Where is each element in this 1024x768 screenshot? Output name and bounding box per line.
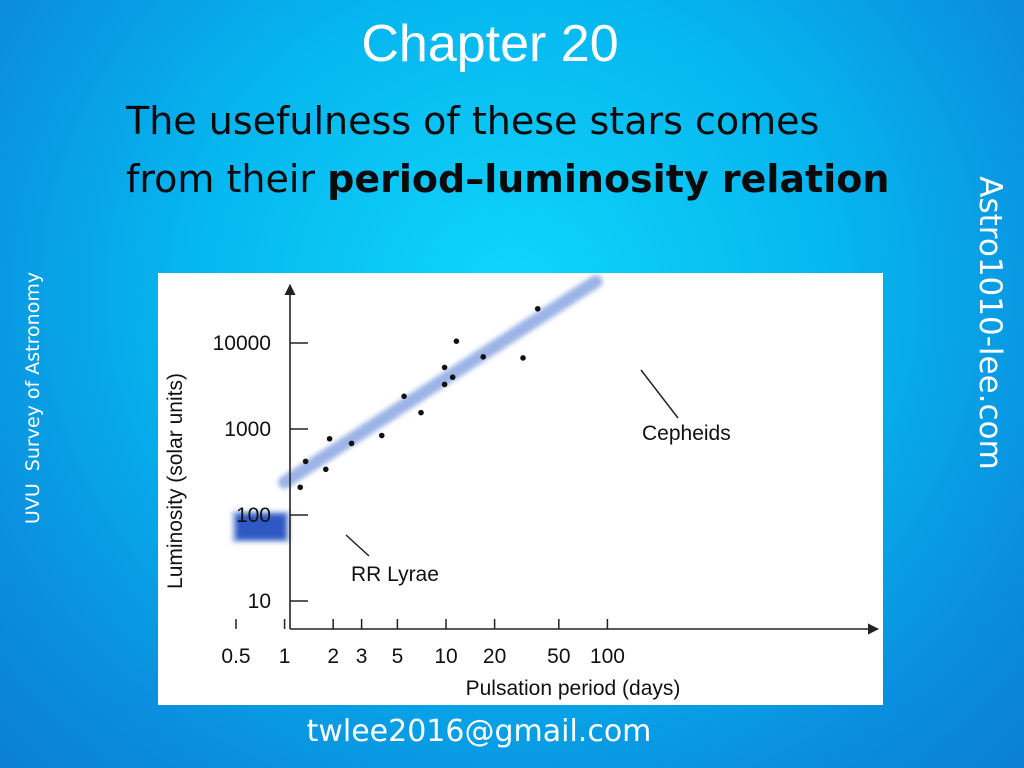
x-tick-label: 3 <box>356 645 368 668</box>
cepheid-data-point <box>449 374 456 381</box>
x-tick-label: 50 <box>547 645 570 668</box>
cepheid-data-point <box>348 440 355 447</box>
cepheids-annotation: Cepheids <box>642 422 731 445</box>
y-tick-label: 10000 <box>213 332 271 355</box>
cepheid-data-point <box>534 305 541 312</box>
course-name-vertical: UVU Survey of Astronomy <box>22 271 44 525</box>
x-tick-label: 5 <box>392 645 404 668</box>
x-tick-label: 2 <box>327 645 339 668</box>
y-tick-label: 100 <box>236 504 271 527</box>
body-text-bold: period–luminosity relation <box>327 157 890 201</box>
chart-svg: 10 100 1000 10000 0.5 1 2 3 5 10 20 50 100 Pulsation … <box>164 274 880 700</box>
body-text-plain: The usefulness of these stars comes from… <box>126 99 820 201</box>
x-tick-label: 20 <box>483 645 506 668</box>
cepheid-data-point <box>441 364 448 371</box>
cepheid-data-point <box>480 354 487 360</box>
cepheid-data-point <box>322 466 329 473</box>
slide-body-text: The usefulness of these stars comes from… <box>126 92 906 208</box>
footer-email: twlee2016@gmail.com <box>306 714 652 749</box>
cepheid-trend-band <box>278 274 603 489</box>
cepheid-data-point <box>441 381 448 388</box>
period-luminosity-chart: 10 100 1000 10000 0.5 1 2 3 5 10 20 50 100 Pulsation … <box>158 273 883 705</box>
cepheids-leader-line <box>640 369 679 419</box>
rr-lyrae-leader-line <box>345 534 370 557</box>
y-tick-label: 10 <box>248 590 271 613</box>
website-vertical: Astro1010-lee.com <box>972 176 1008 470</box>
cepheid-data-point <box>302 458 309 465</box>
rr-lyrae-region <box>236 514 286 540</box>
cepheid-data-point <box>453 338 460 344</box>
y-tick-label: 1000 <box>224 418 271 441</box>
cepheid-data-point <box>401 393 407 400</box>
y-axis-title: Luminosity (solar units) <box>164 373 187 589</box>
slide-title: Chapter 20 <box>361 15 619 73</box>
cepheid-data-point <box>297 484 304 491</box>
x-axis-title: Pulsation period (days) <box>466 677 681 700</box>
x-tick-label: 100 <box>590 645 625 668</box>
x-tick-label: 10 <box>434 645 457 668</box>
x-tick-label: 1 <box>279 645 291 668</box>
cepheid-data-point <box>326 435 333 442</box>
cepheid-data-point <box>378 432 385 439</box>
rr-lyrae-annotation: RR Lyrae <box>351 563 439 586</box>
cepheid-data-point <box>418 409 424 416</box>
x-tick-label: 0.5 <box>221 645 250 668</box>
cepheid-data-point <box>520 355 526 361</box>
